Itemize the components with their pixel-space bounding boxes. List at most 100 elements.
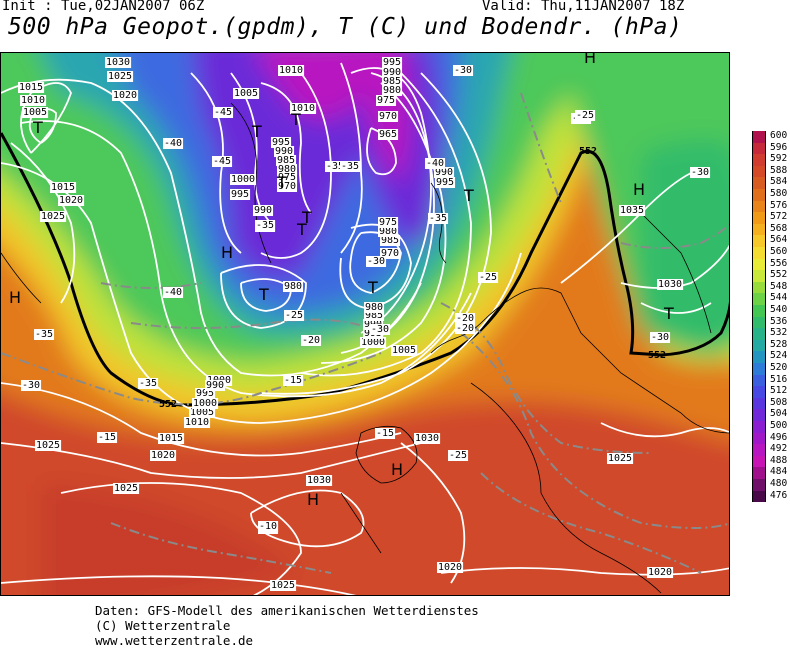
low-pressure-marker: T	[367, 278, 378, 297]
legend-label: 520	[770, 362, 788, 373]
isobar-label: 1025	[114, 483, 138, 494]
contour-552-label: 552	[648, 350, 666, 361]
weather-map[interactable]: 1030 1025 1020 1015 1010 1005 1010 1005 1010 995 9…	[0, 52, 730, 596]
high-pressure-marker: H	[633, 180, 645, 199]
legend-label: 592	[770, 153, 788, 165]
high-pressure-marker: H	[221, 243, 233, 262]
isotherm-label: -40	[164, 287, 182, 298]
isotherm-label: -25	[479, 272, 497, 283]
isobar-label: 970	[278, 181, 296, 192]
legend-label: 508	[770, 396, 788, 408]
map-canvas: 1030102510201015101010051010100510109959…	[1, 53, 729, 595]
legend-swatch	[752, 386, 766, 398]
isotherm-label: -30	[371, 324, 389, 335]
isobar-label: 990	[383, 67, 401, 78]
isobar-label: 1025	[41, 211, 65, 222]
high-pressure-marker: H	[9, 288, 21, 307]
low-pressure-marker: T	[276, 173, 287, 192]
isotherm-label: -40	[426, 158, 444, 169]
isobar-label: 1005	[190, 407, 214, 418]
chart-title: 500 hPa Geopot.(gpdm), T (C) und Bodendr…	[8, 14, 683, 40]
low-pressure-marker: T	[663, 304, 674, 323]
contour-552-labels: 552 552 552	[159, 146, 666, 410]
isobar-label: 1010	[291, 103, 315, 114]
isobar-label: 1025	[36, 440, 60, 451]
isotherm-label: -30	[454, 65, 472, 76]
legend-label: 504	[770, 408, 788, 420]
isobar-label: 980	[284, 281, 302, 292]
isobar-label: 1015	[19, 82, 43, 93]
isotherm-label: -20	[456, 323, 474, 334]
isotherm-label: -30	[691, 167, 709, 178]
isobar-label: 990	[206, 380, 224, 391]
legend-swatch	[752, 479, 766, 491]
isotherm-label: -20	[302, 335, 320, 346]
isobar-label: 985	[277, 155, 295, 166]
legend-label: 600	[770, 130, 788, 141]
legend-swatch	[752, 189, 766, 201]
legend-label: 588	[770, 164, 788, 176]
isobar-label: 1010	[185, 417, 209, 428]
legend-swatch	[752, 154, 766, 166]
legend-swatch	[752, 247, 766, 259]
legend-swatch	[752, 397, 766, 410]
high-pressure-marker: H	[584, 53, 596, 67]
legend-swatch	[752, 374, 766, 387]
isobar-label: 980	[365, 302, 383, 313]
legend-label: 568	[770, 222, 788, 234]
legend-swatch	[752, 351, 766, 363]
isotherm-label: -25	[285, 310, 303, 321]
isobar-label: 990	[254, 205, 272, 216]
isobar-label: 975	[379, 217, 397, 228]
isotherm-label: -45	[214, 107, 232, 118]
isobar-label: 995	[196, 388, 214, 399]
isobar-label: 985	[383, 76, 401, 87]
isobar-label: 970	[379, 111, 397, 122]
legend-label: 512	[770, 385, 788, 397]
isobar-label: 1030	[106, 57, 130, 68]
legend-label: 576	[770, 199, 788, 211]
legend-label: 536	[770, 315, 788, 327]
isobar-label: 980	[379, 226, 397, 237]
isotherm-label: -35	[256, 220, 274, 231]
isobar-label: 1020	[438, 562, 462, 573]
isobar-label: 995	[436, 177, 454, 188]
legend-swatch	[752, 363, 766, 375]
legend-swatch	[752, 165, 766, 178]
isobar-label: 1020	[59, 195, 83, 206]
isotherm-label: -40	[164, 138, 182, 149]
low-pressure-marker: T	[32, 118, 43, 137]
low-pressure-marker: T	[290, 110, 301, 129]
legend-label: 560	[770, 246, 788, 257]
footer-credits: Daten: GFS-Modell des amerikanischen Wet…	[95, 603, 479, 648]
isobar-label: 995	[231, 189, 249, 200]
isobar-label: 1005	[23, 107, 47, 118]
isobar-label: 1000	[193, 398, 217, 409]
isobar-label: 1025	[108, 71, 132, 82]
legend-label: 596	[770, 141, 788, 153]
isotherm-label: -25	[576, 110, 594, 121]
isobar-label: 1030	[307, 475, 331, 486]
legend-label: 584	[770, 176, 788, 188]
legend-swatch	[752, 467, 766, 479]
isotherm-label: -30	[367, 256, 385, 267]
legend-swatch	[752, 432, 766, 445]
isobar-label: 1015	[159, 433, 183, 444]
legend-swatch	[752, 131, 766, 143]
valid-time: Valid: Thu,11JAN2007 18Z	[482, 0, 685, 14]
isobar-label: 1005	[392, 345, 416, 356]
isobar-label: 1010	[21, 95, 45, 106]
legend-label: 500	[770, 420, 788, 431]
legend-label: 552	[770, 269, 788, 281]
isotherm-label: -15	[376, 428, 394, 439]
isotherm-label: -35	[139, 378, 157, 389]
legend-label: 524	[770, 350, 788, 362]
low-pressure-marker: T	[296, 220, 307, 239]
isotherm-label: -25	[449, 450, 467, 461]
isotherm-label: -15	[98, 432, 116, 443]
legend-label: 556	[770, 257, 788, 269]
footer-website: www.wetterzentrale.de	[95, 633, 254, 648]
legend-label: 476	[770, 489, 788, 501]
isobar-label: 1030	[415, 433, 439, 444]
temperature-labels: -45-40-35-35-30-25-20-15-10-15-40-25-20-…	[21, 65, 711, 534]
